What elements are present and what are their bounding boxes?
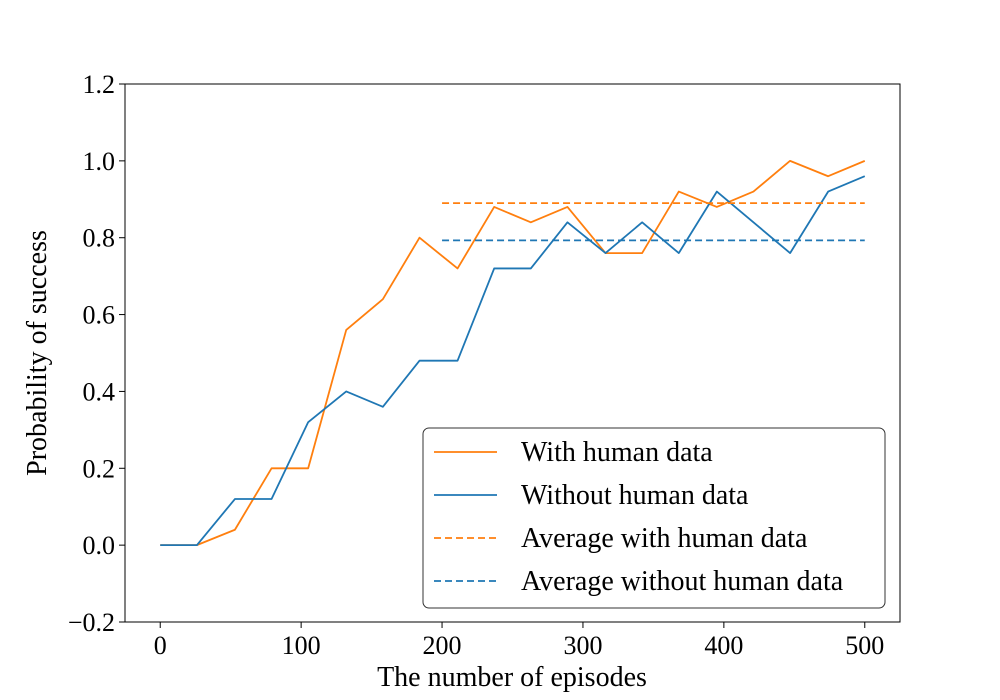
series-line-1 — [160, 159, 866, 547]
legend-label-2: Without human data — [521, 480, 749, 511]
y-tick-label: 1.0 — [83, 147, 116, 176]
y-tick-label: 1.2 — [83, 70, 116, 99]
legend-items: With human data Without human data Average… — [434, 437, 844, 597]
legend-label-1: With human data — [521, 437, 713, 468]
y-tick-label: 0.8 — [83, 224, 116, 253]
x-tick-label: 200 — [423, 631, 462, 660]
legend: With human data Without human data Average… — [422, 427, 886, 609]
legend-box — [422, 427, 886, 609]
series-lines — [160, 159, 866, 547]
x-tick-label: 500 — [845, 631, 884, 660]
x-tick-label: 100 — [282, 631, 321, 660]
legend-label-4: Average without human data — [521, 566, 844, 597]
y-tick-label: 0.6 — [83, 301, 116, 330]
x-tick-label: 0 — [154, 631, 167, 660]
y-tick-label: −0.2 — [68, 608, 115, 637]
y-tick-label: 0.4 — [83, 377, 116, 406]
x-tick-label: 400 — [704, 631, 743, 660]
legend-label-3: Average with human data — [521, 523, 808, 554]
series-line-2 — [160, 175, 866, 547]
x-axis-label: The number of episodes — [377, 662, 647, 693]
y-tick-label: 0.0 — [83, 531, 116, 560]
y-tick-label: 0.2 — [83, 454, 116, 483]
plot-frame — [124, 83, 901, 623]
x-tick-label: 300 — [563, 631, 602, 660]
y-axis-ticks: −0.2 0.0 0.2 0.4 0.6 0.8 1.0 1.2 — [68, 70, 125, 637]
y-axis-label: Probability of success — [22, 230, 53, 476]
x-axis-ticks: 0 100 200 300 400 500 — [154, 622, 884, 660]
